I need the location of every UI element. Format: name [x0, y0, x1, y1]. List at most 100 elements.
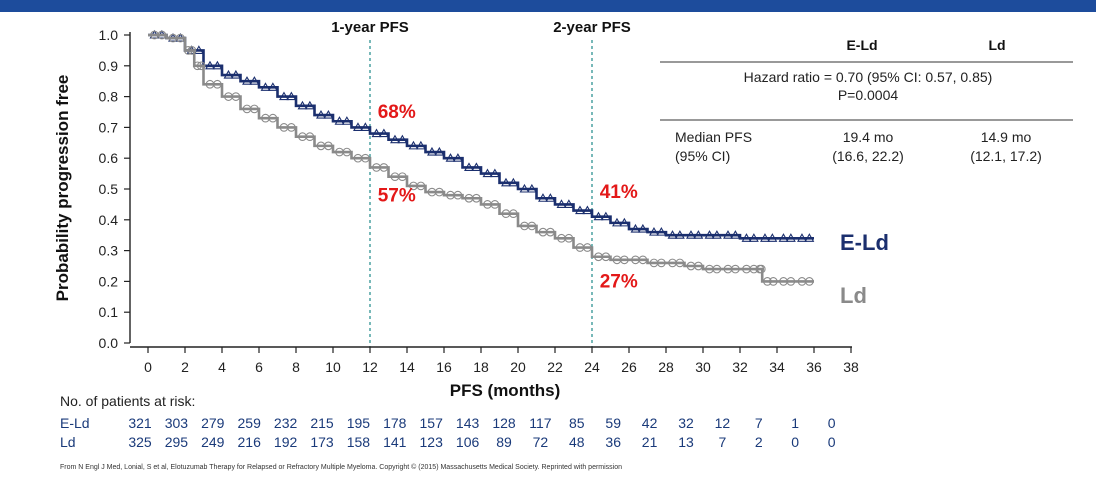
risk-row-label-eld: E-Ld: [60, 415, 90, 431]
censor-marker: [556, 199, 567, 208]
y-tick-label: 0.5: [99, 181, 119, 197]
censor-marker: [656, 227, 667, 236]
censor-marker: [205, 60, 215, 70]
median-ci-label: (95% CI): [675, 148, 730, 164]
censor-marker: [649, 227, 659, 236]
risk-value: 232: [274, 415, 298, 431]
risk-value: 1: [791, 415, 799, 431]
y-tick-label: 0.8: [99, 89, 119, 105]
risk-value: 13: [678, 434, 694, 450]
censor-marker: [686, 230, 696, 239]
censor-marker: [763, 277, 772, 286]
censor-marker: [509, 209, 518, 218]
risk-value: 128: [492, 415, 516, 431]
risk-value: 7: [755, 415, 763, 431]
censor-marker: [545, 193, 556, 202]
censor-marker: [501, 177, 511, 187]
censor-marker: [527, 221, 537, 231]
censor-marker: [193, 45, 204, 54]
censor-marker: [297, 100, 308, 110]
censor-marker: [260, 82, 271, 91]
censor-marker: [693, 230, 704, 239]
censor-marker: [223, 69, 234, 79]
censor-marker: [563, 199, 574, 208]
censor-marker: [378, 128, 389, 138]
x-tick-label: 16: [436, 359, 452, 375]
censor-marker: [667, 230, 678, 239]
risk-value: 303: [165, 415, 189, 431]
risk-row-label-ld: Ld: [60, 434, 76, 450]
risk-value: 36: [605, 434, 621, 450]
censor-marker: [638, 255, 648, 265]
series-end-label: Ld: [840, 283, 867, 308]
censor-marker: [453, 190, 463, 200]
censor-marker: [785, 233, 796, 242]
censor-marker: [250, 104, 259, 114]
censor-marker: [397, 134, 408, 144]
citation-text: From N Engl J Med, Lonial, S et al, Elot…: [60, 463, 622, 471]
censor-marker: [600, 211, 611, 221]
censor-marker: [593, 211, 604, 221]
x-tick-label: 14: [399, 359, 415, 375]
censor-marker: [508, 177, 519, 187]
censor-marker: [564, 233, 574, 243]
reference-label: 1-year PFS: [331, 19, 409, 36]
censor-marker: [267, 82, 278, 91]
x-tick-label: 18: [473, 359, 489, 375]
x-tick-label: 0: [144, 359, 152, 375]
risk-value: 0: [791, 434, 799, 450]
risk-value: 72: [533, 434, 549, 450]
x-tick-label: 22: [547, 359, 563, 375]
censor-marker: [694, 261, 703, 271]
annotations: 68% 57% 41% 27% E-Ld Ld: [378, 102, 889, 308]
censor-marker: [730, 230, 741, 239]
y-tick-label: 1.0: [99, 27, 119, 43]
risk-table-title: No. of patients at risk:: [60, 393, 195, 409]
risk-value: 42: [642, 415, 658, 431]
censor-marker: [519, 183, 530, 193]
censor-marker: [575, 205, 585, 215]
censor-marker: [286, 91, 297, 101]
y-tick-label: 0.0: [99, 335, 119, 351]
censor-marker: [786, 277, 796, 286]
censor-marker: [279, 91, 289, 101]
ld-median-ci: (12.1, 17.2): [970, 148, 1042, 164]
x-tick-label: 26: [621, 359, 637, 375]
risk-value: 89: [496, 434, 512, 450]
x-tick-label: 6: [255, 359, 263, 375]
risk-value: 0: [828, 434, 836, 450]
censor-marker: [287, 123, 296, 132]
censor-marker: [157, 30, 167, 40]
censor-marker: [489, 168, 500, 178]
x-tick-label: 8: [292, 359, 300, 375]
x-tick-label: 12: [362, 359, 378, 375]
censor-marker: [712, 264, 722, 274]
survival-curves: [148, 29, 815, 286]
y-tick-label: 0.6: [99, 150, 119, 166]
censor-marker: [723, 230, 733, 239]
censor-marker: [768, 277, 778, 286]
censor-marker: [797, 233, 807, 242]
censor-marker: [371, 128, 382, 138]
censor-marker: [316, 109, 326, 119]
stats-header-eld: E-Ld: [846, 37, 877, 53]
x-tick-label: 34: [769, 359, 785, 375]
risk-value: 117: [529, 415, 552, 431]
risk-value: 143: [456, 415, 480, 431]
risk-value: 215: [310, 415, 334, 431]
censor-marker: [323, 109, 334, 119]
censor-marker: [390, 134, 400, 144]
censor-marker: [268, 113, 278, 123]
censor-marker: [674, 230, 685, 239]
censor-marker: [675, 258, 685, 268]
risk-value: 2: [755, 434, 763, 450]
censor-marker: [546, 227, 555, 237]
censor-marker: [748, 233, 759, 242]
risk-value: 195: [347, 415, 371, 431]
y-tick-label: 0.9: [99, 58, 119, 74]
curve-ld: [148, 33, 814, 283]
censor-marker: [612, 217, 622, 227]
censor-marker: [741, 233, 752, 242]
series-end-label: E-Ld: [840, 230, 889, 255]
censor-marker: [620, 255, 629, 265]
